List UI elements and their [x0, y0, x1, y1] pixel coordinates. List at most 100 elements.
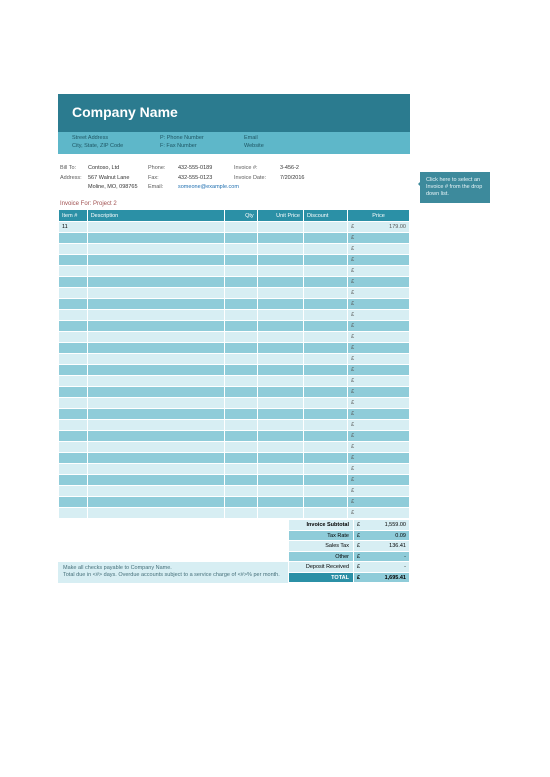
table-cell[interactable] [59, 332, 88, 343]
table-cell[interactable] [257, 497, 303, 508]
table-cell[interactable] [224, 233, 257, 244]
table-cell[interactable] [304, 398, 348, 409]
table-cell[interactable] [224, 420, 257, 431]
table-cell[interactable] [304, 354, 348, 365]
table-cell[interactable] [304, 420, 348, 431]
table-cell[interactable] [224, 387, 257, 398]
table-cell[interactable] [304, 464, 348, 475]
table-cell[interactable] [257, 453, 303, 464]
table-cell[interactable] [224, 431, 257, 442]
table-cell[interactable] [224, 343, 257, 354]
table-cell[interactable] [304, 409, 348, 420]
table-cell[interactable] [257, 409, 303, 420]
table-cell[interactable] [257, 277, 303, 288]
table-cell[interactable] [87, 431, 224, 442]
table-cell[interactable] [304, 332, 348, 343]
table-cell[interactable]: £ [348, 233, 410, 244]
table-cell[interactable] [304, 321, 348, 332]
table-cell[interactable]: £ [348, 420, 410, 431]
table-cell[interactable] [59, 266, 88, 277]
table-cell[interactable] [59, 255, 88, 266]
table-cell[interactable] [304, 486, 348, 497]
table-cell[interactable] [304, 222, 348, 233]
table-cell[interactable]: £ [348, 354, 410, 365]
table-cell[interactable] [304, 431, 348, 442]
table-cell[interactable] [59, 442, 88, 453]
table-cell[interactable] [87, 277, 224, 288]
table-cell[interactable] [257, 398, 303, 409]
table-cell[interactable] [304, 343, 348, 354]
table-cell[interactable] [304, 387, 348, 398]
invoice-no[interactable]: 3-456-2 [280, 164, 408, 173]
table-cell[interactable] [59, 409, 88, 420]
table-cell[interactable]: £ [348, 310, 410, 321]
table-cell[interactable] [87, 288, 224, 299]
table-cell[interactable]: £ [348, 365, 410, 376]
table-cell[interactable] [87, 310, 224, 321]
table-cell[interactable] [59, 420, 88, 431]
table-cell[interactable] [224, 486, 257, 497]
table-cell[interactable] [87, 365, 224, 376]
table-cell[interactable]: £ [348, 255, 410, 266]
table-cell[interactable] [224, 299, 257, 310]
table-cell[interactable]: £ [348, 244, 410, 255]
table-cell[interactable] [224, 321, 257, 332]
table-cell[interactable] [257, 288, 303, 299]
table-cell[interactable]: £ [348, 442, 410, 453]
table-cell[interactable] [87, 475, 224, 486]
table-cell[interactable] [304, 233, 348, 244]
table-cell[interactable] [224, 244, 257, 255]
table-cell[interactable] [87, 233, 224, 244]
table-cell[interactable] [59, 244, 88, 255]
table-cell[interactable]: £ [348, 464, 410, 475]
table-cell[interactable] [224, 442, 257, 453]
table-cell[interactable] [87, 321, 224, 332]
table-cell[interactable] [59, 299, 88, 310]
table-cell[interactable] [224, 453, 257, 464]
table-cell[interactable] [224, 409, 257, 420]
table-cell[interactable]: £ [348, 277, 410, 288]
table-cell[interactable]: £ [348, 398, 410, 409]
table-cell[interactable] [59, 486, 88, 497]
table-cell[interactable] [224, 266, 257, 277]
table-cell[interactable] [87, 343, 224, 354]
table-cell[interactable] [257, 255, 303, 266]
table-cell[interactable] [304, 299, 348, 310]
table-cell[interactable] [257, 299, 303, 310]
table-cell[interactable] [304, 288, 348, 299]
table-cell[interactable] [257, 475, 303, 486]
table-cell[interactable] [257, 365, 303, 376]
table-cell[interactable] [224, 475, 257, 486]
table-cell[interactable]: £ [348, 288, 410, 299]
table-cell[interactable] [304, 475, 348, 486]
table-cell[interactable] [257, 332, 303, 343]
table-cell[interactable] [87, 255, 224, 266]
table-cell[interactable] [87, 376, 224, 387]
table-cell[interactable] [257, 310, 303, 321]
table-cell[interactable]: £ [348, 332, 410, 343]
table-cell[interactable] [224, 464, 257, 475]
table-cell[interactable] [257, 486, 303, 497]
table-cell[interactable] [224, 497, 257, 508]
table-cell[interactable] [257, 354, 303, 365]
table-cell[interactable] [257, 442, 303, 453]
table-cell[interactable] [304, 453, 348, 464]
table-cell[interactable] [59, 288, 88, 299]
table-cell[interactable] [59, 464, 88, 475]
table-cell[interactable] [224, 277, 257, 288]
table-cell[interactable]: £ [348, 299, 410, 310]
table-cell[interactable] [59, 343, 88, 354]
table-cell[interactable]: £ [348, 343, 410, 354]
table-cell[interactable]: £ [348, 475, 410, 486]
table-cell[interactable]: £ [348, 266, 410, 277]
table-cell[interactable]: £ [348, 486, 410, 497]
table-cell[interactable] [257, 233, 303, 244]
table-cell[interactable]: 11 [59, 222, 88, 233]
table-cell[interactable]: £179.00 [348, 222, 410, 233]
table-cell[interactable] [304, 255, 348, 266]
table-cell[interactable] [304, 497, 348, 508]
table-cell[interactable] [87, 453, 224, 464]
table-cell[interactable] [87, 497, 224, 508]
table-cell[interactable] [87, 508, 224, 519]
table-cell[interactable] [224, 288, 257, 299]
